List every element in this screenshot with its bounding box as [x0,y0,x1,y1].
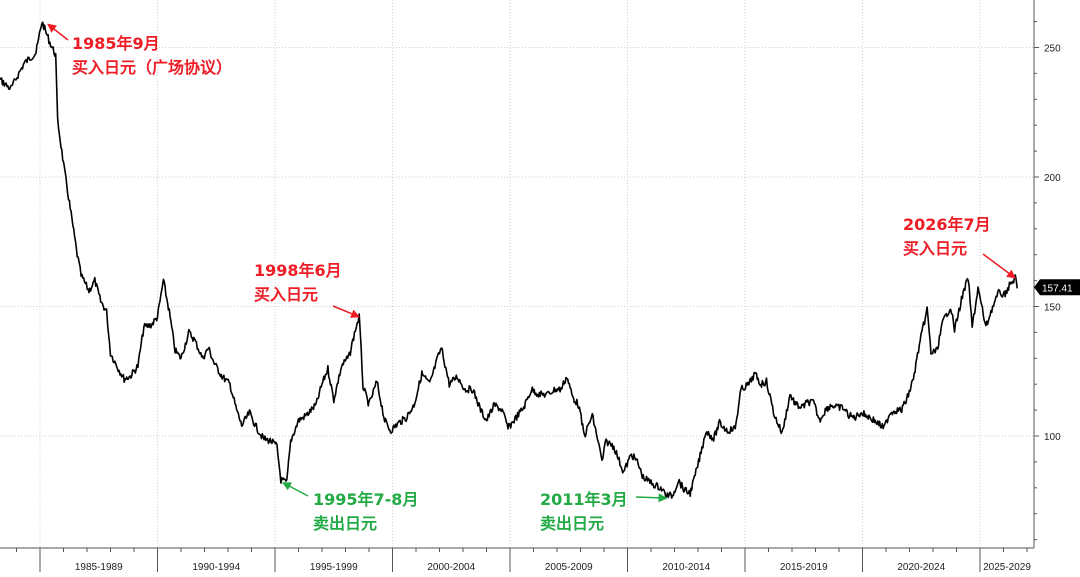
annotation-text: 卖出日元 [313,514,377,533]
grid [0,0,1034,548]
y-tick-label: 250 [1044,44,1061,55]
annotation-text: 1985年9月 [72,34,160,53]
series-line [0,21,1018,499]
x-tick-label: 1990-1994 [192,562,240,573]
x-tick-label: 2010-2014 [662,562,710,573]
y-tick-label: 150 [1044,303,1061,314]
x-tick-label: 2000-2004 [427,562,475,573]
y-axis-ticks: 100 150 200 250 [1034,21,1061,541]
x-axis-ticks: 1985-1989 1990-1994 1995-1999 2000-2004 2005… [16,548,1031,573]
annotation-arrow [635,493,668,503]
annotations: 1985年9月买入日元（广场协议）1998年6月买入日元1995年7-8月卖出日… [47,23,1016,533]
y-tick-label: 200 [1044,173,1061,184]
annotation-arrow [282,481,309,497]
x-tick-label: 2015-2019 [780,562,828,573]
x-tick-label: 1995-1999 [310,562,358,573]
last-value-marker: 157.41 [1034,279,1080,296]
annotation-arrow [47,23,69,41]
annotation-text: 2026年7月 [903,215,991,234]
last-value-tag [1034,279,1080,296]
usdjpy-line [0,21,1018,499]
axes [0,0,1035,549]
last-value-label: 157.41 [1042,283,1073,294]
annotation-text: 2011年3月 [540,490,628,509]
annotation-text: 1995年7-8月 [313,490,418,509]
x-tick-label: 2005-2009 [545,562,593,573]
annotation-text: 买入日元 [254,285,318,304]
annotation-text: 买入日元（广场协议） [72,58,232,77]
annotation-text: 1998年6月 [254,261,342,280]
y-tick-label: 100 [1044,432,1061,443]
x-tick-label: 2020-2024 [897,562,945,573]
x-tick-label: 1985-1989 [75,562,123,573]
x-tick-label: 2025-2029 [983,562,1031,573]
annotation-text: 买入日元 [903,239,967,258]
annotation-arrow [982,253,1016,279]
annotation-text: 卖出日元 [540,514,604,533]
annotation-arrow [332,305,361,318]
